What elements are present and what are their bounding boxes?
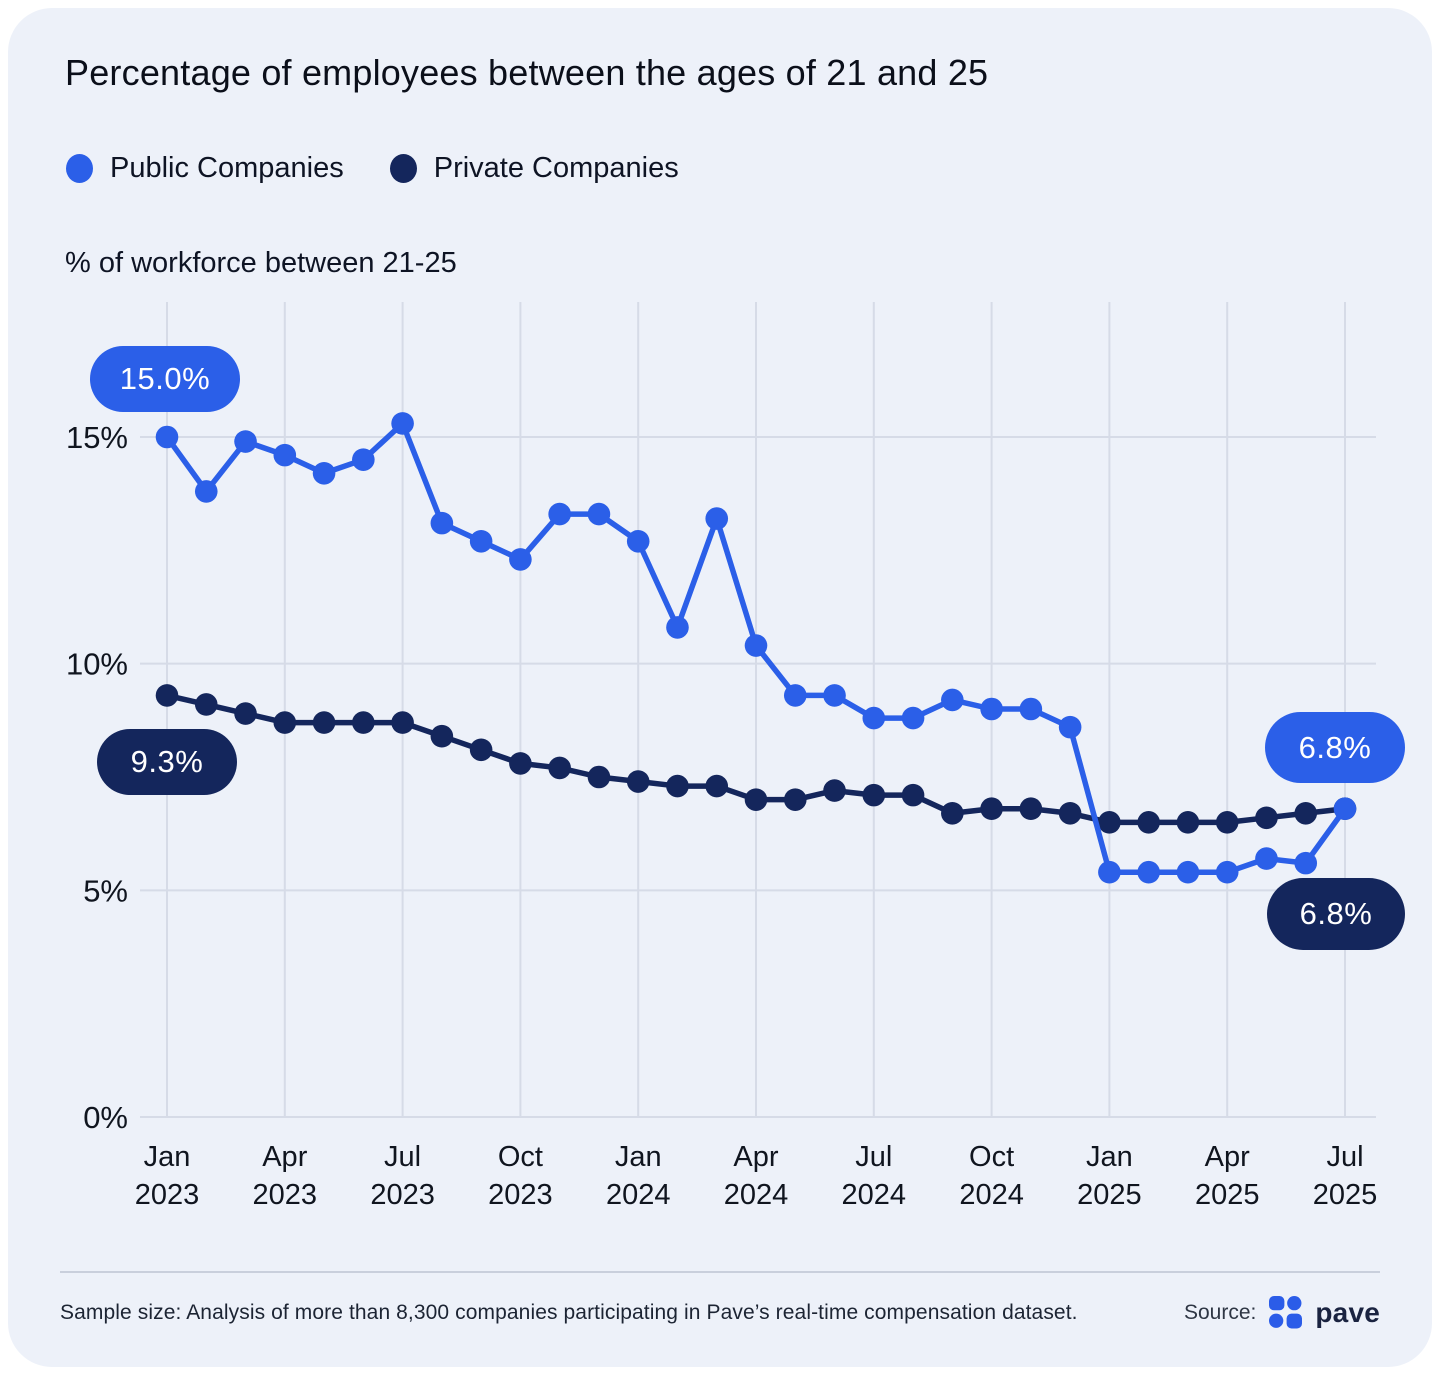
private-data-point bbox=[862, 783, 886, 807]
public-data-point bbox=[941, 688, 964, 712]
public-data-point bbox=[430, 511, 454, 535]
y-tick-label: 0% bbox=[83, 1100, 128, 1135]
footer-divider bbox=[60, 1271, 1380, 1273]
chart-card bbox=[8, 8, 1432, 1367]
private-data-point bbox=[626, 770, 650, 793]
sample-size-note: Sample size: Analysis of more than 8,300… bbox=[60, 1300, 1078, 1324]
private-data-point bbox=[548, 756, 571, 780]
public-data-point bbox=[626, 529, 650, 553]
private-data-point bbox=[1255, 806, 1278, 830]
private-data-point bbox=[587, 765, 611, 789]
public-data-point bbox=[1176, 860, 1200, 884]
public-data-point bbox=[1098, 860, 1121, 884]
y-tick-label: 5% bbox=[83, 873, 128, 908]
page-title: Percentage of employees between the ages… bbox=[65, 52, 989, 93]
private-data-point bbox=[1215, 811, 1239, 834]
private-data-point bbox=[783, 788, 807, 811]
x-tick-label: Jul 2025 bbox=[1313, 1141, 1378, 1211]
footer: Sample size: Analysis of more than 8,300… bbox=[60, 1296, 1380, 1329]
public-data-point bbox=[1333, 797, 1357, 821]
x-tick-label: Jan 2024 bbox=[606, 1141, 671, 1211]
public-data-point bbox=[980, 697, 1003, 721]
private-data-point bbox=[1098, 811, 1121, 834]
x-tick-label: Apr 2024 bbox=[724, 1141, 789, 1211]
private-data-point bbox=[273, 711, 297, 734]
line-chart: 0% 5% 10% 15% Jan 2023 Apr 2023 Jul 2023 Oct 2023 Ja… bbox=[66, 302, 1378, 1211]
private-data-point bbox=[509, 752, 532, 775]
private-data-point bbox=[1019, 797, 1043, 821]
x-tick-label: Oct 2023 bbox=[488, 1141, 553, 1211]
x-tick-label: Jan 2023 bbox=[135, 1141, 200, 1211]
private-start-value-badge: 9.3% bbox=[97, 729, 237, 795]
public-data-point bbox=[194, 480, 218, 503]
private-data-point bbox=[155, 684, 179, 707]
source-label: Source: bbox=[1184, 1300, 1257, 1324]
legend-item-private: Private Companies bbox=[389, 152, 679, 185]
private-data-point bbox=[469, 738, 493, 762]
private-data-point bbox=[194, 693, 218, 716]
private-data-point bbox=[941, 801, 964, 825]
y-axis-title: % of workforce between 21-25 bbox=[65, 247, 457, 279]
private-data-point bbox=[1176, 811, 1200, 834]
private-data-point bbox=[234, 702, 257, 725]
legend-item-public: Public Companies bbox=[66, 152, 344, 185]
y-tick-label: 10% bbox=[66, 647, 128, 682]
private-data-point bbox=[705, 774, 729, 798]
public-start-value-badge: 15.0% bbox=[90, 346, 240, 412]
private-data-point bbox=[1058, 801, 1082, 825]
public-data-point bbox=[1215, 860, 1239, 884]
x-tick-label: Jan 2025 bbox=[1077, 1141, 1142, 1211]
public-data-point bbox=[901, 706, 925, 730]
private-data-point bbox=[744, 788, 768, 811]
public-data-point bbox=[509, 548, 532, 571]
x-tick-label: Apr 2023 bbox=[253, 1141, 318, 1211]
private-data-point bbox=[352, 711, 375, 734]
source-name: pave bbox=[1315, 1296, 1380, 1328]
x-tick-label: Oct 2024 bbox=[959, 1141, 1024, 1211]
public-data-point bbox=[587, 502, 611, 526]
private-data-point bbox=[1294, 801, 1318, 825]
x-tick-label: Jul 2023 bbox=[370, 1141, 435, 1211]
private-data-point bbox=[430, 724, 454, 748]
private-data-point bbox=[980, 797, 1003, 821]
source-attribution: Source: pave bbox=[1184, 1296, 1380, 1329]
legend-label-public: Public Companies bbox=[110, 152, 344, 184]
public-data-point bbox=[1255, 847, 1278, 870]
public-data-point bbox=[705, 507, 729, 530]
public-data-point bbox=[1294, 851, 1318, 875]
public-data-point bbox=[666, 616, 689, 639]
public-data-point bbox=[391, 412, 414, 435]
public-data-point bbox=[548, 502, 571, 526]
y-tick-label: 15% bbox=[66, 420, 128, 455]
public-data-point bbox=[1058, 715, 1082, 739]
public-data-point bbox=[1019, 697, 1043, 721]
public-data-point bbox=[1137, 860, 1160, 884]
public-data-point bbox=[783, 684, 807, 707]
x-tick-label: Jul 2024 bbox=[842, 1141, 907, 1211]
x-tick-label: Apr 2025 bbox=[1195, 1141, 1260, 1211]
private-data-point bbox=[823, 779, 846, 802]
private-series-dot-icon bbox=[389, 154, 417, 183]
public-data-point bbox=[744, 634, 768, 657]
private-data-point bbox=[666, 774, 689, 798]
public-data-point bbox=[469, 529, 493, 553]
public-data-point bbox=[823, 684, 846, 707]
public-data-point bbox=[862, 706, 886, 730]
public-data-point bbox=[352, 448, 375, 471]
private-data-point bbox=[901, 783, 925, 807]
public-data-point bbox=[234, 430, 257, 453]
legend-label-private: Private Companies bbox=[433, 152, 679, 184]
private-data-point bbox=[312, 711, 336, 734]
private-data-point bbox=[1137, 811, 1160, 834]
public-series-dot-icon bbox=[66, 154, 93, 183]
private-end-value-badge: 6.8% bbox=[1267, 878, 1405, 950]
public-data-point bbox=[155, 425, 179, 449]
public-end-value-badge: 6.8% bbox=[1265, 712, 1405, 783]
public-data-point bbox=[312, 461, 336, 485]
legend: Public Companies Private Companies bbox=[66, 152, 679, 185]
public-data-point bbox=[273, 443, 297, 467]
pave-logo-icon bbox=[1269, 1296, 1303, 1329]
private-data-point bbox=[391, 711, 414, 734]
